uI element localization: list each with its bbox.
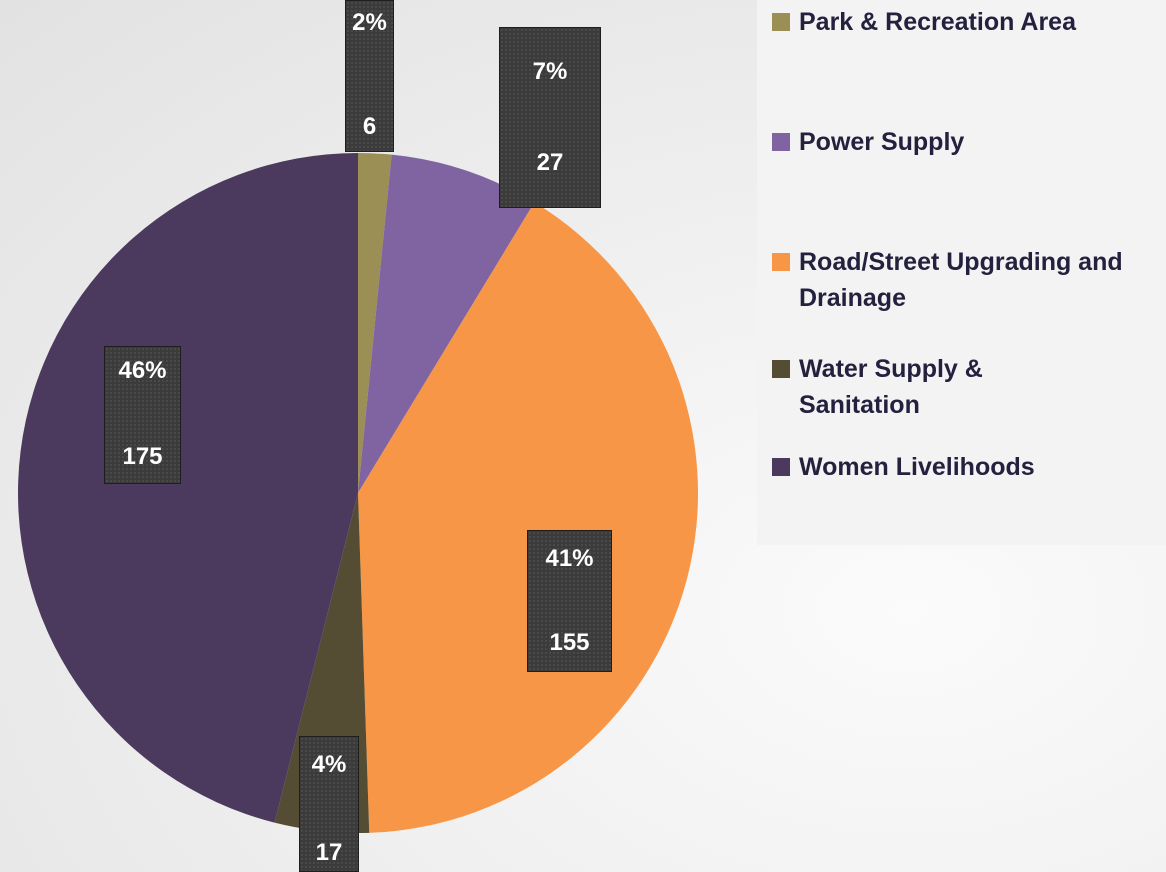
legend-swatch xyxy=(772,253,790,271)
data-label-water-supply: 4% 17 xyxy=(299,736,359,872)
legend-label: Power Supply xyxy=(799,128,965,156)
data-label-value: 6 xyxy=(362,113,377,140)
pie-slice-women-livelihoods xyxy=(18,153,359,823)
legend-swatch xyxy=(772,360,790,378)
data-label-park-recreation: 2% 6 xyxy=(345,0,394,152)
legend-item-women-livelihoods: Women Livelihoods xyxy=(772,449,1166,485)
legend-item-road-street: Road/Street Upgrading and Drainage xyxy=(772,244,1159,316)
legend-item-power-supply: Power Supply xyxy=(772,124,1166,160)
data-label-value: 155 xyxy=(549,629,590,656)
data-label-road-street: 41% 155 xyxy=(527,530,612,672)
data-label-percent: 2% xyxy=(352,9,387,36)
legend-label: Road/Street Upgrading and Drainage xyxy=(799,248,1123,312)
legend-item-water-supply: Water Supply & Sanitation xyxy=(772,351,1059,423)
pie-slice-park-recreation-area xyxy=(358,153,392,493)
legend-swatch xyxy=(772,13,790,31)
legend-label: Women Livelihoods xyxy=(799,453,1035,481)
data-label-women-livelihoods: 46% 175 xyxy=(104,346,181,484)
data-label-percent: 41% xyxy=(545,545,594,572)
data-label-value: 175 xyxy=(122,443,163,470)
data-label-percent: 7% xyxy=(532,58,568,85)
data-label-percent: 46% xyxy=(118,357,167,384)
data-label-percent: 4% xyxy=(311,751,347,778)
data-label-value: 27 xyxy=(536,149,564,176)
pie-slice-power-supply xyxy=(358,154,535,493)
legend-label: Park & Recreation Area xyxy=(799,8,1076,36)
legend-swatch xyxy=(772,133,790,151)
data-label-value: 17 xyxy=(315,839,343,866)
legend-swatch xyxy=(772,458,790,476)
data-label-power-supply: 7% 27 xyxy=(499,27,601,208)
legend-item-park-recreation: Park & Recreation Area xyxy=(772,4,1166,40)
legend-label: Water Supply & Sanitation xyxy=(799,355,983,419)
chart-legend: Park & Recreation Area Power Supply Road… xyxy=(757,0,1166,545)
pie-slice-road-street-upgrading-and-drainage xyxy=(358,202,698,833)
